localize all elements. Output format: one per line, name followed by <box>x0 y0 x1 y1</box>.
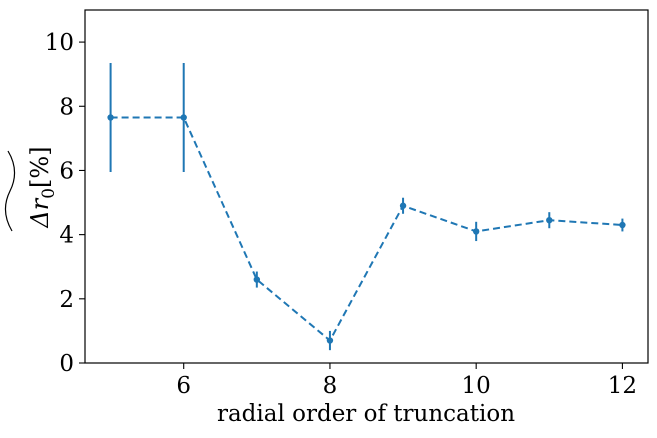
data-point <box>107 114 114 121</box>
x-axis: 6 8 10 12 <box>176 363 637 399</box>
y-tick-label: 0 <box>59 351 74 377</box>
y-tick-label: 6 <box>59 158 74 184</box>
data-point <box>619 221 626 229</box>
ylabel-unit: [%] <box>26 146 54 188</box>
y-axis-label: Δr0[%] <box>4 146 59 232</box>
y-tick-label: 10 <box>45 30 74 56</box>
ylabel-subscript: 0 <box>39 188 59 199</box>
x-tick-label: 8 <box>323 373 338 399</box>
ylabel-base: Δr <box>26 197 54 228</box>
x-tick-label: 12 <box>608 373 637 399</box>
data-point <box>472 228 480 235</box>
data-point <box>180 114 187 121</box>
x-tick-label: 6 <box>176 373 191 399</box>
x-axis-label: radial order of truncation <box>217 401 515 427</box>
data-point <box>546 216 553 224</box>
data-point <box>253 276 261 283</box>
y-tick-label: 4 <box>59 223 74 249</box>
data-point <box>399 202 407 209</box>
x-tick-label: 10 <box>462 373 491 399</box>
y-axis: 0 2 4 6 8 10 <box>45 30 85 377</box>
ylabel-text: Δr0[%] <box>26 146 59 228</box>
plot-frame <box>84 9 649 364</box>
series-layer <box>107 62 626 351</box>
ylabel-tilde-accent <box>4 150 16 232</box>
y-tick-label: 8 <box>59 94 74 120</box>
plot-area <box>84 9 649 364</box>
data-point <box>326 337 334 344</box>
series-line <box>110 116 623 343</box>
y-tick-label: 2 <box>59 287 74 313</box>
